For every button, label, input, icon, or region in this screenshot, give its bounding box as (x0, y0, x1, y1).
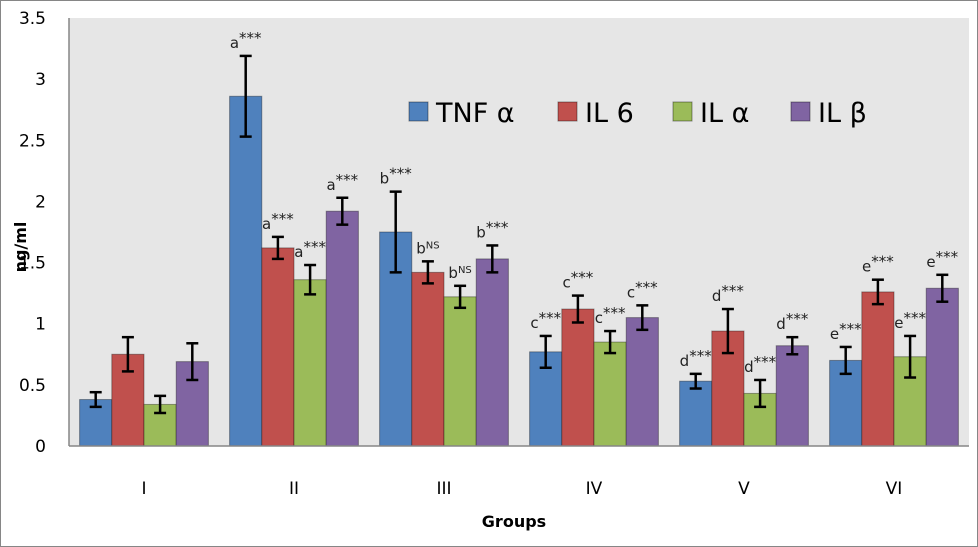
y-tick-label: 2.5 (19, 131, 46, 151)
bar (261, 247, 295, 447)
legend-label: IL 6 (585, 98, 634, 129)
bar (593, 341, 627, 447)
x-axis-title: Groups (482, 512, 546, 531)
bar (625, 317, 659, 447)
legend-label: IL α (700, 98, 749, 129)
significance-label: a*** (262, 210, 294, 233)
significance-label: d*** (744, 353, 777, 376)
significance-label: a*** (294, 238, 326, 261)
error-bars (89, 54, 949, 415)
significance-annotations: a***a***a***a*** b***bNSbNSb***c***c***c*… (230, 29, 959, 376)
y-tick-label: 0.5 (19, 376, 46, 396)
significance-label: bNS (416, 239, 439, 257)
legend-swatch (672, 101, 693, 122)
bar (679, 380, 713, 447)
bar (861, 291, 895, 447)
bar (561, 308, 595, 447)
significance-label: b*** (476, 218, 509, 241)
bar (925, 287, 959, 447)
significance-label: a*** (326, 171, 358, 194)
x-tick-label: II (289, 479, 299, 499)
significance-label: e*** (926, 248, 958, 271)
bar (475, 258, 509, 447)
significance-label: bNS (448, 264, 471, 282)
bar (411, 271, 445, 447)
y-tick-label: 1 (35, 315, 46, 335)
significance-label: d*** (776, 310, 809, 333)
bar (293, 279, 327, 447)
significance-label: e*** (830, 320, 862, 343)
legend-label: TNF α (435, 98, 515, 129)
legend-swatch (408, 101, 429, 122)
bar (229, 95, 263, 447)
y-tick-label: 0 (35, 437, 46, 457)
significance-label: a*** (230, 29, 262, 52)
y-tick-label: 3 (35, 70, 46, 90)
y-tick-label: 3.5 (19, 9, 46, 29)
y-axis-ticks: 0 0.5 1 1.5 2 2.5 3 3.5 (19, 9, 46, 457)
y-tick-label: 1.5 (19, 254, 46, 274)
bar (443, 296, 477, 447)
y-tick-label: 2 (35, 192, 46, 212)
x-tick-label: IV (586, 479, 603, 499)
legend-swatch (557, 101, 578, 122)
x-tick-label: III (436, 479, 451, 499)
significance-label: d*** (712, 282, 745, 305)
x-axis-categories: I II III IV V VI (141, 479, 902, 499)
bar (325, 210, 359, 447)
bar (775, 345, 809, 447)
significance-label: c*** (530, 309, 561, 332)
significance-label: c*** (563, 269, 594, 292)
significance-label: e*** (894, 309, 926, 332)
legend: TNF α IL 6 IL α IL β (408, 98, 867, 129)
significance-label: c*** (595, 304, 626, 327)
x-tick-label: V (738, 479, 750, 499)
significance-label: d*** (680, 347, 713, 370)
x-tick-label: VI (886, 479, 903, 499)
significance-label: c*** (627, 278, 658, 301)
legend-label: IL β (818, 98, 867, 129)
x-tick-label: I (141, 479, 146, 499)
plot-area (69, 18, 969, 446)
legend-swatch (790, 101, 811, 122)
y-axis-title: ng/ml (11, 222, 30, 273)
significance-label: e*** (862, 253, 894, 276)
significance-label: b*** (380, 165, 413, 188)
